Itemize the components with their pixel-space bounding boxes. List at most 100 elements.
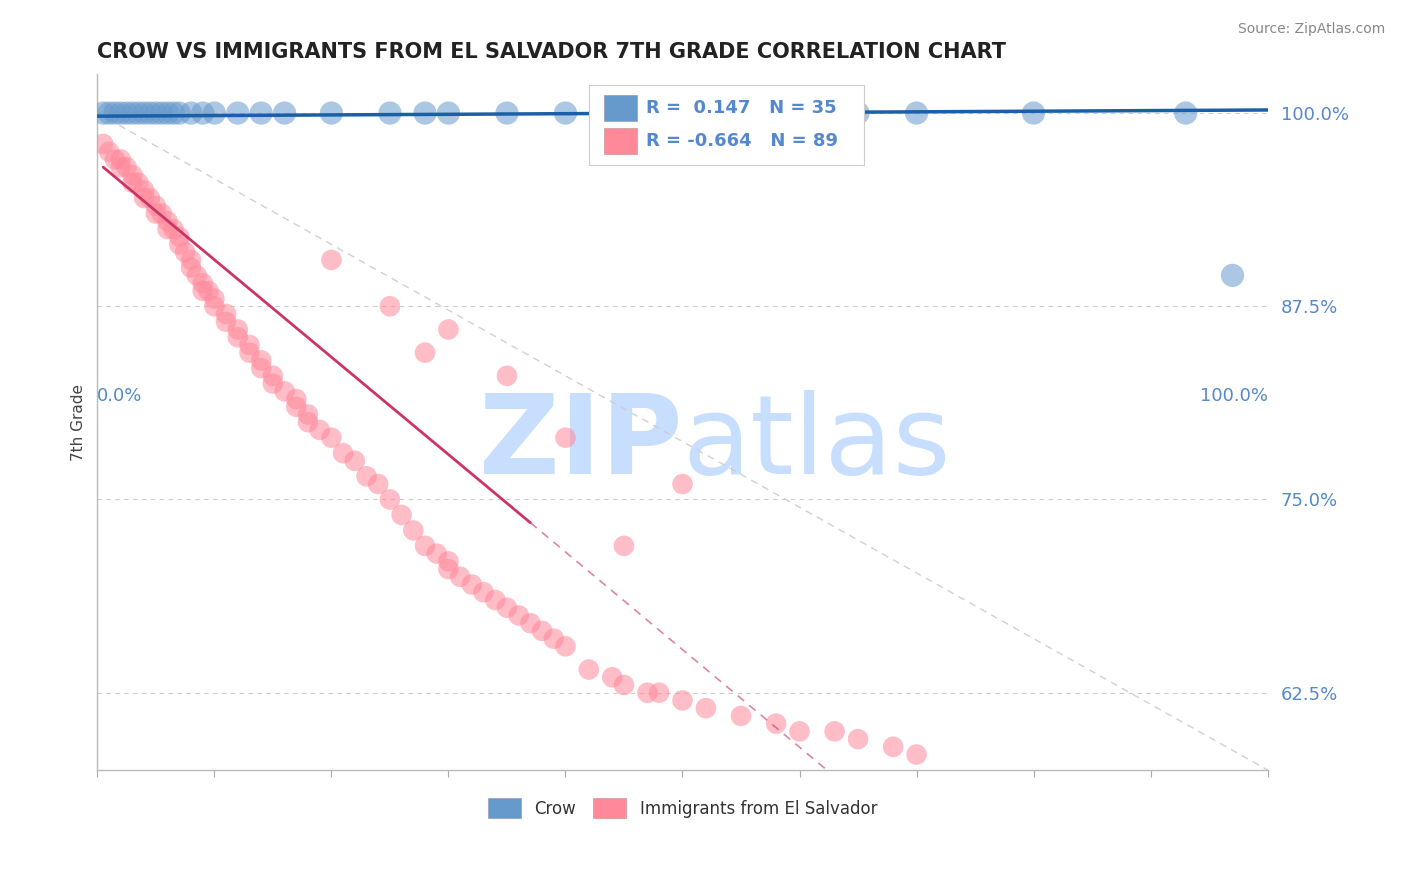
Point	[250, 361, 273, 376]
Point	[402, 524, 425, 538]
Point	[519, 616, 541, 631]
Point	[150, 106, 173, 120]
Point	[156, 214, 179, 228]
Text: ZIP: ZIP	[479, 390, 682, 497]
Point	[789, 724, 811, 739]
Point	[139, 106, 162, 120]
Point	[273, 384, 295, 399]
Point	[730, 709, 752, 723]
Point	[789, 106, 811, 120]
Point	[378, 106, 401, 120]
Point	[169, 229, 191, 244]
Point	[367, 477, 389, 491]
Point	[496, 600, 519, 615]
Point	[437, 322, 460, 336]
Point	[297, 408, 319, 422]
Point	[356, 469, 378, 483]
Point	[882, 739, 904, 754]
Point	[262, 376, 284, 391]
FancyBboxPatch shape	[605, 95, 637, 121]
Point	[134, 183, 156, 197]
Point	[186, 268, 208, 283]
Point	[343, 454, 366, 468]
Point	[578, 663, 600, 677]
Point	[413, 345, 436, 359]
Point	[671, 106, 693, 120]
Point	[905, 747, 928, 762]
Point	[169, 106, 191, 120]
Point	[162, 222, 184, 236]
Point	[98, 145, 121, 159]
Point	[1222, 268, 1244, 283]
Point	[145, 206, 167, 220]
Point	[321, 252, 343, 267]
Point	[600, 670, 623, 684]
Point	[262, 368, 284, 383]
Point	[115, 160, 138, 174]
Point	[110, 153, 132, 167]
Point	[121, 176, 143, 190]
Point	[169, 237, 191, 252]
Point	[285, 392, 308, 406]
Point	[648, 686, 671, 700]
Point	[613, 539, 636, 553]
Point	[134, 191, 156, 205]
Point	[636, 686, 658, 700]
Text: atlas: atlas	[682, 390, 950, 497]
FancyBboxPatch shape	[605, 128, 637, 154]
Point	[162, 106, 184, 120]
Point	[437, 554, 460, 568]
Text: 0.0%: 0.0%	[97, 387, 143, 406]
Point	[1022, 106, 1045, 120]
Point	[437, 106, 460, 120]
Point	[426, 547, 449, 561]
Point	[554, 640, 576, 654]
Point	[1174, 106, 1197, 120]
Point	[846, 106, 869, 120]
Point	[145, 199, 167, 213]
Point	[191, 284, 214, 298]
Point	[127, 106, 149, 120]
Point	[215, 307, 238, 321]
Point	[115, 106, 138, 120]
Point	[202, 292, 225, 306]
Point	[332, 446, 354, 460]
Point	[98, 106, 121, 120]
Point	[127, 176, 149, 190]
Point	[226, 106, 249, 120]
Point	[91, 136, 114, 151]
Y-axis label: 7th Grade: 7th Grade	[72, 384, 86, 460]
Point	[191, 276, 214, 290]
Point	[695, 701, 717, 715]
Point	[226, 330, 249, 344]
Point	[508, 608, 530, 623]
Point	[174, 245, 197, 260]
Point	[531, 624, 554, 638]
Point	[321, 106, 343, 120]
Point	[484, 593, 506, 607]
FancyBboxPatch shape	[589, 85, 863, 165]
Point	[197, 284, 219, 298]
Point	[730, 106, 752, 120]
Text: R = -0.664   N = 89: R = -0.664 N = 89	[647, 132, 838, 150]
Point	[613, 678, 636, 692]
Point	[250, 353, 273, 368]
Point	[297, 415, 319, 429]
Point	[461, 577, 484, 591]
Point	[110, 106, 132, 120]
Point	[613, 106, 636, 120]
Point	[391, 508, 413, 522]
Point	[321, 431, 343, 445]
Point	[202, 299, 225, 313]
Point	[437, 562, 460, 576]
Point	[134, 106, 156, 120]
Point	[121, 106, 143, 120]
Point	[238, 338, 260, 352]
Point	[104, 106, 127, 120]
Point	[273, 106, 295, 120]
Point	[846, 732, 869, 747]
Text: CROW VS IMMIGRANTS FROM EL SALVADOR 7TH GRADE CORRELATION CHART: CROW VS IMMIGRANTS FROM EL SALVADOR 7TH …	[97, 42, 1007, 62]
Text: 100.0%: 100.0%	[1199, 387, 1268, 406]
Point	[156, 106, 179, 120]
Legend: Crow, Immigrants from El Salvador: Crow, Immigrants from El Salvador	[481, 792, 884, 824]
